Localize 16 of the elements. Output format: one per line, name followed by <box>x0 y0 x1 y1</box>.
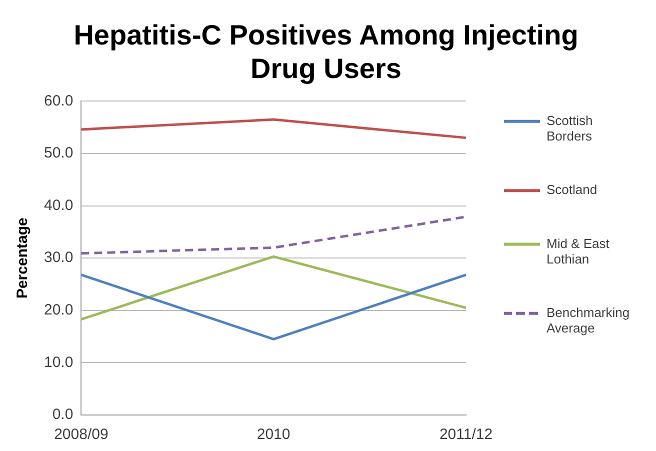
y-tick-label: 40.0 <box>44 196 74 214</box>
x-tick-label: 2008/09 <box>54 426 108 444</box>
chart-title: Hepatitis-C Positives Among Injecting Drug Users <box>74 20 578 84</box>
legend-label: Benchmarking Average <box>546 304 630 336</box>
y-tick-label: 60.0 <box>44 92 74 110</box>
x-tick-label: 2010 <box>256 426 290 444</box>
y-tick-label: 30.0 <box>44 249 74 266</box>
legend-label: Scotland <box>546 182 598 198</box>
x-tick-label: 2011/12 <box>439 426 493 444</box>
y-tick-label: 0.0 <box>52 406 74 424</box>
y-tick-label: 20.0 <box>44 302 74 319</box>
y-axis-title: Percentage <box>14 218 32 299</box>
legend-label: Mid & East Lothian <box>546 236 610 266</box>
y-tick-label: 10.0 <box>44 354 74 371</box>
legend-label: Scottish Borders <box>546 112 593 144</box>
y-tick-label: 50.0 <box>44 144 74 162</box>
